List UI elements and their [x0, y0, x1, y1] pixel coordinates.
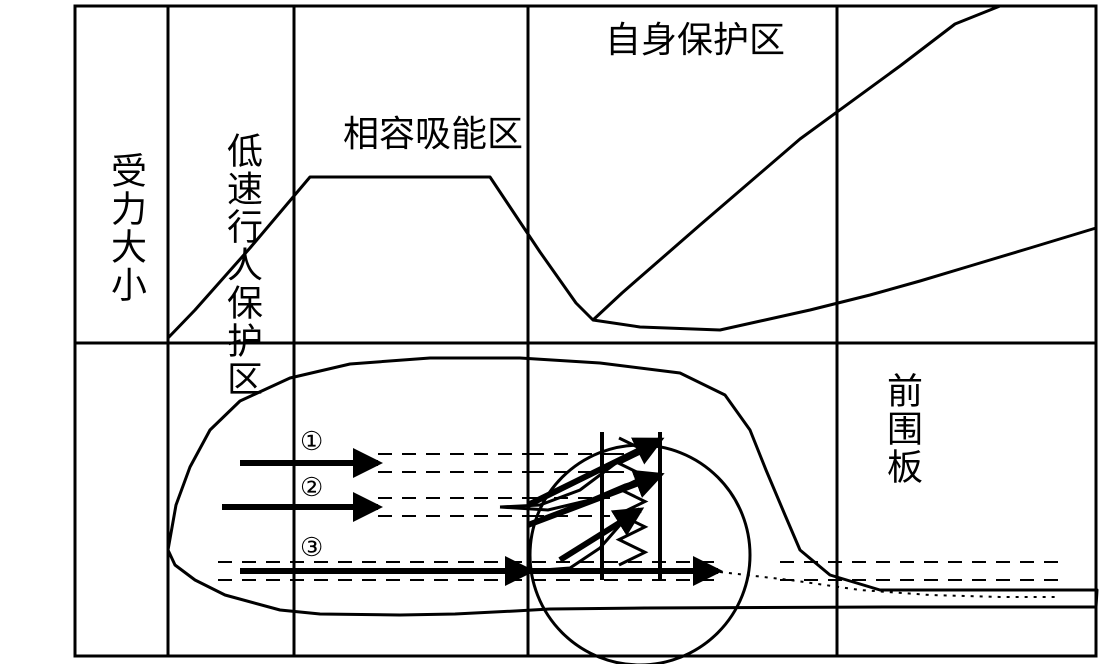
beam-2-label: ② — [300, 473, 323, 502]
label-absorb_zone: 相容吸能区 — [343, 114, 523, 154]
label-dash_panel: 前围板 — [876, 372, 926, 664]
stiffness-lower-curve — [593, 228, 1096, 330]
beam-1-label: ① — [300, 427, 323, 456]
beam-3-label: ③ — [300, 533, 323, 562]
label-self_zone: 自身保护区 — [605, 20, 785, 60]
label-y_axis: 受力大小 — [100, 152, 150, 452]
label-pedestrian_zone: 低速行人保护区 — [216, 132, 266, 432]
